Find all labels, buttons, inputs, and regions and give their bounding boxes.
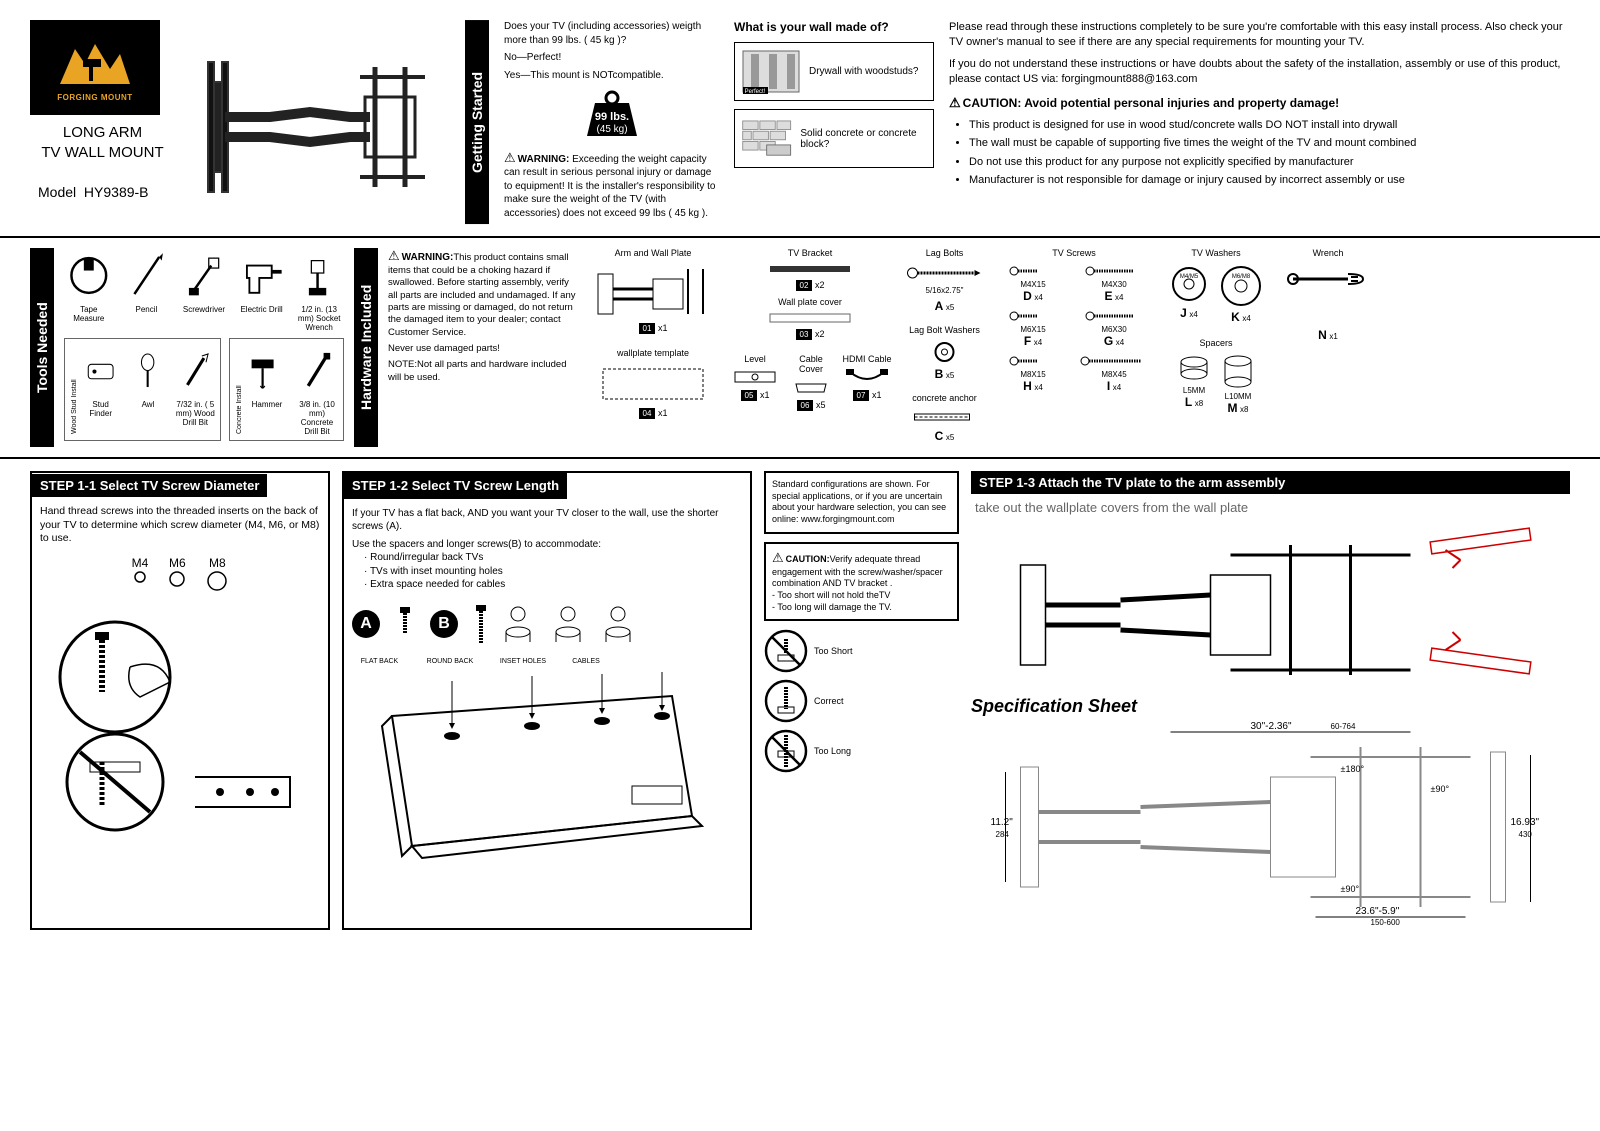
step-1-1: STEP 1-1 Select TV Screw Diameter Hand t… [30,471,330,930]
tv-back-diagram [352,666,732,866]
svg-text:150-600: 150-600 [1371,918,1401,927]
caution-block: Please read through these instructions c… [949,20,1570,224]
svg-text:±90°: ±90° [1431,784,1450,794]
svg-text:Perfect!: Perfect! [745,89,766,94]
svg-text:11.2": 11.2" [991,817,1014,828]
svg-text:±180°: ±180° [1341,764,1365,774]
hardware-warning: ⚠WARNING:This product contains small ite… [388,248,578,447]
assembly-diagram [971,525,1570,685]
step-1-2: STEP 1-2 Select TV Screw Length If your … [342,471,752,930]
getting-started: Does your TV (including accessories) wei… [504,20,719,224]
svg-text:30"-2.36": 30"-2.36" [1251,721,1292,732]
svg-text:M4/M5: M4/M5 [1180,274,1199,280]
model: Model HY9389-B [38,184,175,200]
svg-text:23.6"-5.9": 23.6"-5.9" [1356,906,1400,917]
hardware-tab: Hardware Included [354,248,378,447]
tools-needed: Tape Measure Pencil Screwdriver Electric… [64,248,344,447]
svg-text:(45 kg): (45 kg) [596,124,627,135]
screw-diagram [40,607,300,837]
weight-icon: 99 lbs. (45 kg) [504,88,719,143]
svg-text:60-764: 60-764 [1331,722,1356,731]
side-notes: Standard configurations are shown. For s… [764,471,959,930]
brand-logo: FORGING MOUNT [30,20,160,115]
step-1-3: STEP 1-3 Attach the TV plate to the arm … [971,471,1570,930]
svg-text:M6/M8: M6/M8 [1232,274,1251,280]
svg-text:430: 430 [1519,830,1533,839]
logo-block: FORGING MOUNT LONG ARMTV WALL MOUNT Mode… [30,20,175,224]
getting-started-tab: Getting Started [465,20,489,224]
svg-text:16.93": 16.93" [1511,817,1540,828]
spec-sheet: 30"-2.36" 60-764 11.2" 284 16.93" 430 23.6"… [971,717,1570,927]
svg-text:284: 284 [996,830,1010,839]
svg-text:99 lbs.: 99 lbs. [594,111,628,123]
product-name: LONG ARMTV WALL MOUNT [30,123,175,162]
hardware-grid: Arm and Wall Plate 01 x1 wallplate templ… [588,248,1570,447]
product-image [190,20,450,224]
svg-text:±90°: ±90° [1341,884,1360,894]
wall-type: What is your wall made of? Perfect! Dryw… [734,20,934,224]
tools-tab: Tools Needed [30,248,54,447]
